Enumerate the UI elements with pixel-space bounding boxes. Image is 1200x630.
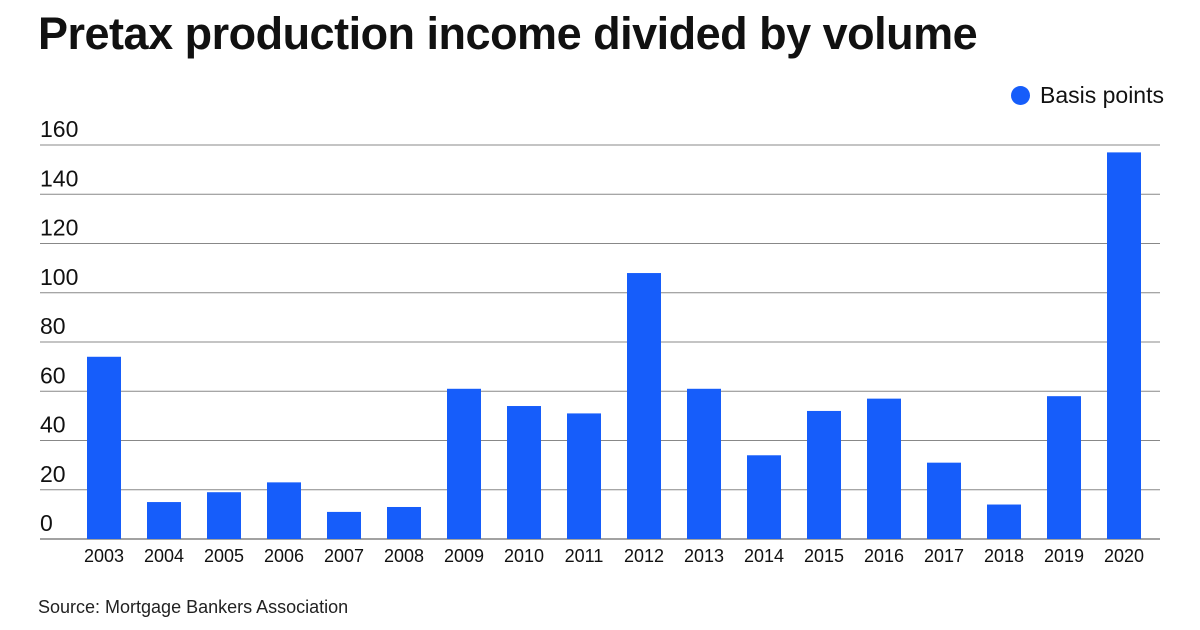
chart-title: Pretax production income divided by volu… [38, 8, 978, 59]
y-tick-label: 80 [40, 313, 66, 339]
x-tick-label: 2011 [565, 546, 604, 566]
bar-2020 [1107, 152, 1141, 539]
x-tick-label: 2016 [864, 546, 904, 566]
bar-2019 [1047, 396, 1081, 539]
x-tick-label: 2013 [684, 546, 724, 566]
bar-2010 [507, 406, 541, 539]
legend: Basis points [1010, 82, 1164, 109]
x-tick-label: 2014 [744, 546, 784, 566]
bar-2013 [687, 388, 721, 539]
bar-2007 [327, 511, 361, 539]
x-tick-label: 2007 [324, 546, 364, 566]
x-tick-label: 2019 [1044, 546, 1084, 566]
bar-2014 [747, 455, 781, 539]
bar-2003 [87, 356, 121, 539]
y-tick-label: 100 [40, 264, 78, 290]
x-tick-label: 2017 [924, 546, 964, 566]
y-tick-label: 60 [40, 362, 66, 388]
y-tick-label: 160 [40, 116, 78, 142]
bar-2009 [447, 388, 481, 539]
x-tick-label: 2008 [384, 546, 424, 566]
bar-2017 [927, 462, 961, 539]
y-tick-label: 20 [40, 461, 66, 487]
x-tick-label: 2006 [264, 546, 304, 566]
bar-2004 [147, 502, 181, 539]
bar-2015 [807, 410, 841, 539]
x-tick-label: 2012 [624, 546, 664, 566]
x-tick-label: 2005 [204, 546, 244, 566]
bar-2011 [567, 413, 601, 539]
x-tick-label: 2020 [1104, 546, 1144, 566]
x-tick-label: 2010 [504, 546, 544, 566]
bar-2008 [387, 506, 421, 539]
bar-2012 [627, 273, 661, 539]
y-tick-label: 40 [40, 412, 66, 438]
source-note: Source: Mortgage Bankers Association [38, 597, 349, 617]
x-tick-label: 2004 [144, 546, 184, 566]
x-tick-label: 2015 [804, 546, 844, 566]
x-tick-label: 2003 [84, 546, 124, 566]
y-tick-label: 120 [40, 215, 78, 241]
bar-2005 [207, 492, 241, 539]
legend-label: Basis points [1039, 82, 1164, 108]
x-tick-label: 2009 [444, 546, 484, 566]
bar-2006 [267, 482, 301, 539]
bar-2016 [867, 398, 901, 539]
x-tick-label: 2018 [984, 546, 1024, 566]
legend-marker [1010, 86, 1030, 105]
bar-2018 [987, 504, 1021, 539]
y-tick-label: 0 [40, 510, 53, 536]
y-tick-label: 140 [40, 165, 78, 191]
